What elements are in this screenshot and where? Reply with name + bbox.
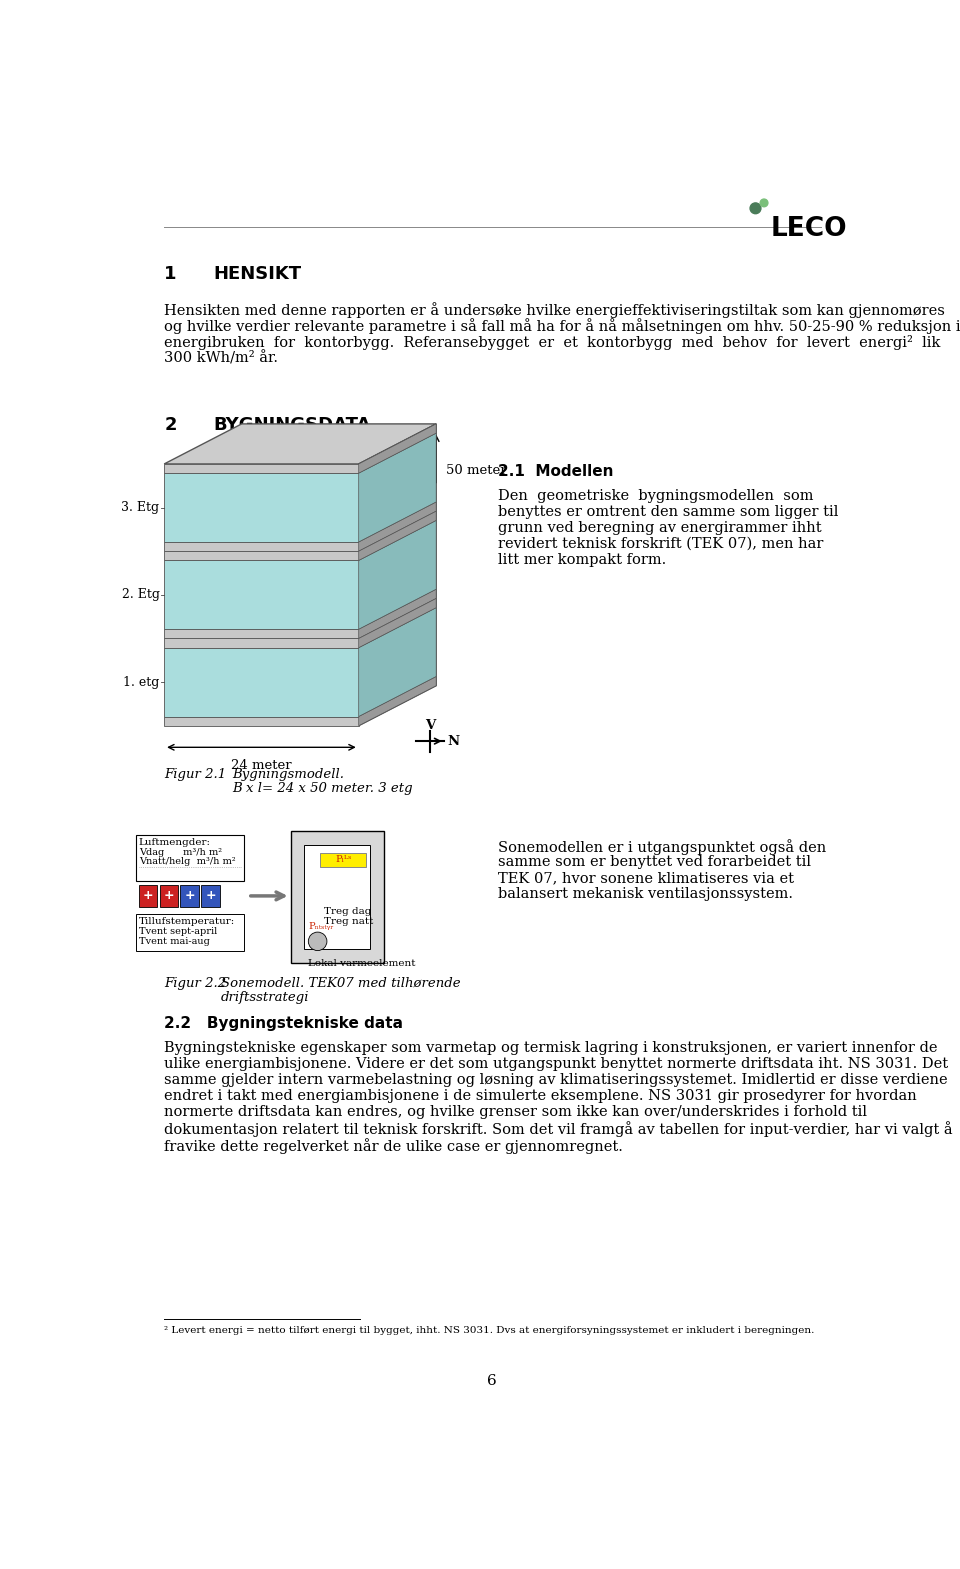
Polygon shape (164, 541, 359, 551)
Text: endret i takt med energiambisjonene i de simulerte eksemplene. NS 3031 gir prose: endret i takt med energiambisjonene i de… (164, 1089, 917, 1103)
Text: grunn ved beregning av energirammer ihht: grunn ved beregning av energirammer ihht (498, 521, 822, 535)
Bar (291, 832, 383, 963)
Polygon shape (164, 560, 359, 629)
Text: 3. Etg: 3. Etg (121, 501, 159, 515)
Polygon shape (359, 502, 436, 551)
Text: Hensikten med denne rapporten er å undersøke hvilke energieffektiviseringstiltak: Hensikten med denne rapporten er å under… (164, 303, 945, 319)
Polygon shape (359, 607, 436, 717)
Polygon shape (164, 464, 359, 474)
Text: Lokal varmeelement: Lokal varmeelement (308, 959, 416, 968)
Bar (138, 885, 157, 907)
Text: N: N (447, 734, 459, 748)
Text: og hvilke verdier relevante parametre i så fall må ha for å nå målsetningen om h: og hvilke verdier relevante parametre i … (164, 319, 960, 334)
Text: LECO: LECO (771, 217, 848, 242)
Polygon shape (164, 639, 359, 648)
Polygon shape (359, 598, 436, 648)
Bar (180, 885, 199, 907)
Text: 2. Etg: 2. Etg (122, 588, 159, 601)
Text: fravike dette regelverket når de ulike case er gjennomregnet.: fravike dette regelverket når de ulike c… (164, 1138, 623, 1153)
Text: driftsstrategi: driftsstrategi (221, 990, 309, 1004)
Bar (202, 885, 220, 907)
Text: Bygningstekniske egenskaper som varmetap og termisk lagring i konstruksjonen, er: Bygningstekniske egenskaper som varmetap… (164, 1040, 938, 1054)
Circle shape (750, 202, 761, 213)
Text: Tillufstemperatur:: Tillufstemperatur: (138, 918, 235, 926)
Text: Pₙₜₛₜᵧᵣ: Pₙₜₛₜᵧᵣ (308, 923, 334, 930)
Text: V: V (425, 719, 435, 731)
Text: +: + (143, 890, 154, 902)
Polygon shape (164, 717, 359, 726)
Text: HENSIKT: HENSIKT (213, 265, 301, 284)
Polygon shape (359, 676, 436, 726)
Bar (159, 885, 179, 907)
Text: 50 meter: 50 meter (445, 463, 506, 477)
Circle shape (760, 199, 768, 207)
Polygon shape (164, 648, 359, 717)
Circle shape (308, 932, 327, 951)
Text: normerte driftsdata kan endres, og hvilke grenser som ikke kan over/underskrides: normerte driftsdata kan endres, og hvilk… (164, 1105, 867, 1119)
Text: 1. etg: 1. etg (123, 676, 159, 689)
Text: Treg natt: Treg natt (324, 918, 373, 926)
Polygon shape (164, 551, 359, 560)
Text: Pₗᴸˢ: Pₗᴸˢ (335, 855, 351, 865)
Text: 2: 2 (164, 416, 177, 435)
Text: 2.2   Bygningstekniske data: 2.2 Bygningstekniske data (164, 1017, 403, 1031)
Text: 1: 1 (164, 265, 177, 284)
Bar (135, 915, 244, 951)
Text: Sonemodell. TEK07 med tilhørende: Sonemodell. TEK07 med tilhørende (221, 977, 461, 990)
Text: revidert teknisk forskrift (TEK 07), men har: revidert teknisk forskrift (TEK 07), men… (498, 537, 824, 551)
Text: samme gjelder intern varmebelastning og løsning av klimatiseringssystemet. Imidl: samme gjelder intern varmebelastning og … (164, 1073, 948, 1087)
Text: Figur 2.1: Figur 2.1 (164, 769, 227, 781)
Text: 2.1  Modellen: 2.1 Modellen (498, 464, 613, 479)
Polygon shape (164, 424, 436, 464)
Text: 24 meter: 24 meter (231, 759, 292, 772)
Polygon shape (359, 424, 436, 726)
Text: B x l= 24 x 50 meter. 3 etg: B x l= 24 x 50 meter. 3 etg (232, 781, 413, 795)
Text: dokumentasjon relatert til teknisk forskrift. Som det vil framgå av tabellen for: dokumentasjon relatert til teknisk forsk… (164, 1122, 952, 1138)
Text: +: + (163, 890, 174, 902)
Text: Bygningsmodell.: Bygningsmodell. (232, 769, 345, 781)
Polygon shape (359, 424, 436, 474)
Text: benyttes er omtrent den samme som ligger til: benyttes er omtrent den samme som ligger… (498, 505, 839, 519)
Text: Vdag      m³/h m²: Vdag m³/h m² (138, 849, 222, 857)
Text: Tvent sept-april: Tvent sept-april (138, 927, 217, 937)
Text: 6: 6 (487, 1374, 497, 1389)
Text: Vnatt/helg  m³/h m²: Vnatt/helg m³/h m² (138, 857, 235, 866)
Text: samme som er benyttet ved forarbeidet til: samme som er benyttet ved forarbeidet ti… (498, 855, 811, 869)
Bar (304, 846, 370, 949)
Text: litt mer kompakt form.: litt mer kompakt form. (498, 554, 666, 568)
Text: Den  geometriske  bygningsmodellen  som: Den geometriske bygningsmodellen som (498, 488, 814, 502)
Text: energibruken  for  kontorbygg.  Referansebygget  er  et  kontorbygg  med  behov : energibruken for kontorbygg. Referanseby… (164, 334, 941, 350)
Text: Luftmengder:: Luftmengder: (138, 838, 210, 847)
Text: +: + (205, 890, 216, 902)
Bar (135, 835, 244, 882)
Polygon shape (359, 511, 436, 560)
Text: ² Levert energi = netto tilført energi til bygget, ihht. NS 3031. Dvs at energif: ² Levert energi = netto tilført energi t… (164, 1326, 814, 1335)
Polygon shape (164, 474, 359, 541)
Text: Figur 2.2: Figur 2.2 (164, 977, 227, 990)
Text: Sonemodellen er i utgangspunktet også den: Sonemodellen er i utgangspunktet også de… (498, 839, 827, 855)
Text: +: + (184, 890, 195, 902)
Text: 300 kWh/m² år.: 300 kWh/m² år. (164, 351, 278, 366)
Polygon shape (164, 629, 359, 639)
Bar (320, 854, 367, 866)
Text: Tvent mai-aug: Tvent mai-aug (138, 938, 209, 946)
Text: balansert mekanisk ventilasjonssystem.: balansert mekanisk ventilasjonssystem. (498, 888, 793, 902)
Text: BYGNINGSDATA: BYGNINGSDATA (213, 416, 371, 435)
Polygon shape (359, 433, 436, 541)
Polygon shape (359, 521, 436, 629)
Text: TEK 07, hvor sonene klimatiseres via et: TEK 07, hvor sonene klimatiseres via et (498, 871, 794, 885)
Text: ulike energiambisjonene. Videre er det som utgangspunkt benyttet normerte drifts: ulike energiambisjonene. Videre er det s… (164, 1058, 948, 1070)
Text: Treg dag: Treg dag (324, 907, 372, 916)
Polygon shape (359, 590, 436, 639)
